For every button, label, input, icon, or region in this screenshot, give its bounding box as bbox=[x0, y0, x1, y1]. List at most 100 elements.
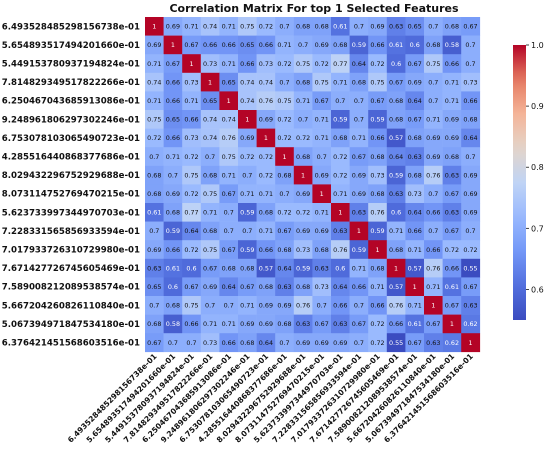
heatmap-cell bbox=[349, 221, 369, 241]
cell-value-label: 0.69 bbox=[426, 153, 440, 161]
heatmap-cell bbox=[219, 147, 239, 167]
cell-value-label: 0.72 bbox=[277, 60, 291, 68]
cell-value-label: 0.61 bbox=[333, 23, 347, 31]
heatmap-cell bbox=[424, 203, 443, 222]
cell-value-label: 0.7 bbox=[428, 190, 438, 198]
heatmap-cell bbox=[368, 314, 388, 334]
heatmap-cell bbox=[331, 91, 350, 111]
heatmap-cell bbox=[368, 110, 388, 129]
heatmap-cell bbox=[293, 221, 313, 241]
row-label: 5.654893517494201660e-01 bbox=[2, 41, 140, 51]
heatmap-cell bbox=[442, 128, 462, 148]
cell-value-label: 0.67 bbox=[277, 227, 291, 235]
heatmap-cell bbox=[349, 184, 369, 204]
heatmap-cell bbox=[312, 221, 332, 241]
cell-value-label: 0.59 bbox=[370, 116, 384, 124]
cell-value-label: 0.59 bbox=[166, 227, 180, 235]
heatmap-cell bbox=[163, 91, 183, 111]
heatmap-cell bbox=[145, 258, 164, 278]
cell-value-label: 0.74 bbox=[203, 134, 217, 142]
cell-value-label: 0.67 bbox=[222, 246, 236, 254]
heatmap-cell bbox=[219, 165, 239, 185]
heatmap-cell bbox=[275, 296, 295, 315]
heatmap-cell bbox=[349, 296, 369, 315]
heatmap-cell bbox=[163, 184, 183, 204]
cell-value-label: 0.72 bbox=[445, 246, 459, 254]
cell-value-label: 0.66 bbox=[370, 302, 384, 310]
cell-value-label: 0.7 bbox=[428, 23, 438, 31]
cell-value-label: 1 bbox=[320, 190, 324, 198]
heatmap-cell bbox=[405, 35, 425, 55]
cell-value-label: 0.69 bbox=[463, 190, 477, 198]
cell-value-label: 0.68 bbox=[333, 134, 347, 142]
cell-value-label: 0.72 bbox=[277, 134, 291, 142]
cell-value-label: 0.73 bbox=[315, 283, 329, 291]
heatmap-cell bbox=[386, 184, 406, 204]
heatmap-cell bbox=[461, 203, 481, 222]
heatmap-cell bbox=[349, 91, 369, 111]
heatmap-cell bbox=[200, 277, 220, 297]
heatmap-cell bbox=[219, 240, 239, 260]
cell-value-label: 0.7 bbox=[149, 227, 159, 235]
cell-value-label: 0.59 bbox=[352, 41, 366, 49]
heatmap-cell bbox=[312, 165, 332, 185]
heatmap-cell bbox=[461, 110, 481, 129]
cell-value-label: 0.69 bbox=[315, 41, 329, 49]
heatmap-cell bbox=[219, 221, 239, 241]
heatmap-cell bbox=[256, 314, 276, 334]
cell-value-label: 0.75 bbox=[147, 116, 161, 124]
cell-value-label: 0.69 bbox=[296, 339, 310, 347]
cell-value-label: 0.67 bbox=[408, 60, 422, 68]
heatmap-cell bbox=[256, 128, 276, 148]
cell-value-label: 0.7 bbox=[465, 41, 475, 49]
cell-value-label: 1 bbox=[450, 320, 454, 328]
cell-value-label: 0.66 bbox=[222, 41, 236, 49]
cell-value-label: 0.69 bbox=[315, 171, 329, 179]
heatmap-cell bbox=[219, 54, 239, 74]
cell-value-label: 1 bbox=[245, 116, 249, 124]
cell-value-label: 0.66 bbox=[352, 283, 366, 291]
heatmap-cell bbox=[405, 91, 425, 111]
cell-value-label: 0.72 bbox=[277, 116, 291, 124]
heatmap-cell bbox=[238, 277, 257, 297]
heatmap-cell bbox=[238, 72, 257, 92]
row-label: 6.493528485298156738e-01 bbox=[2, 22, 140, 32]
cell-value-label: 0.7 bbox=[149, 302, 159, 310]
cell-value-label: 1 bbox=[338, 209, 342, 217]
cell-value-label: 0.63 bbox=[352, 209, 366, 217]
cell-value-label: 0.63 bbox=[333, 227, 347, 235]
heatmap-cell bbox=[461, 240, 481, 260]
chart-title: Correlation Matrix For top 1 Selected Fe… bbox=[169, 2, 458, 15]
cell-value-label: 0.57 bbox=[389, 283, 403, 291]
heatmap-cell bbox=[293, 35, 313, 55]
heatmap-cell bbox=[145, 17, 164, 36]
cell-value-label: 0.7 bbox=[354, 97, 364, 105]
heatmap-cell bbox=[256, 147, 276, 167]
heatmap-cell bbox=[331, 203, 350, 222]
cell-value-label: 0.66 bbox=[166, 78, 180, 86]
cell-value-label: 1 bbox=[171, 41, 175, 49]
cell-value-label: 0.59 bbox=[370, 227, 384, 235]
heatmap-cell bbox=[182, 258, 202, 278]
heatmap-cell bbox=[256, 203, 276, 222]
heatmap-cell bbox=[405, 54, 425, 74]
cell-value-label: 0.71 bbox=[166, 153, 180, 161]
heatmap-cell bbox=[331, 277, 350, 297]
cell-value-label: 0.62 bbox=[463, 320, 477, 328]
cell-value-label: 0.7 bbox=[205, 153, 215, 161]
heatmap-cell bbox=[424, 110, 443, 129]
cell-value-label: 0.71 bbox=[445, 78, 459, 86]
cell-value-label: 0.65 bbox=[166, 116, 180, 124]
heatmap-cell bbox=[275, 110, 295, 129]
heatmap-cell bbox=[442, 240, 462, 260]
heatmap-cell bbox=[163, 221, 183, 241]
heatmap-cell bbox=[182, 333, 202, 353]
cell-value-label: 0.71 bbox=[333, 190, 347, 198]
heatmap-cell bbox=[461, 17, 481, 36]
heatmap-cell bbox=[200, 258, 220, 278]
cell-value-label: 0.69 bbox=[426, 134, 440, 142]
cell-value-label: 1 bbox=[264, 134, 268, 142]
cell-value-label: 0.74 bbox=[203, 23, 217, 31]
row-label: 6.250467043685913086e-01 bbox=[2, 97, 140, 107]
heatmap-cell bbox=[461, 277, 481, 297]
